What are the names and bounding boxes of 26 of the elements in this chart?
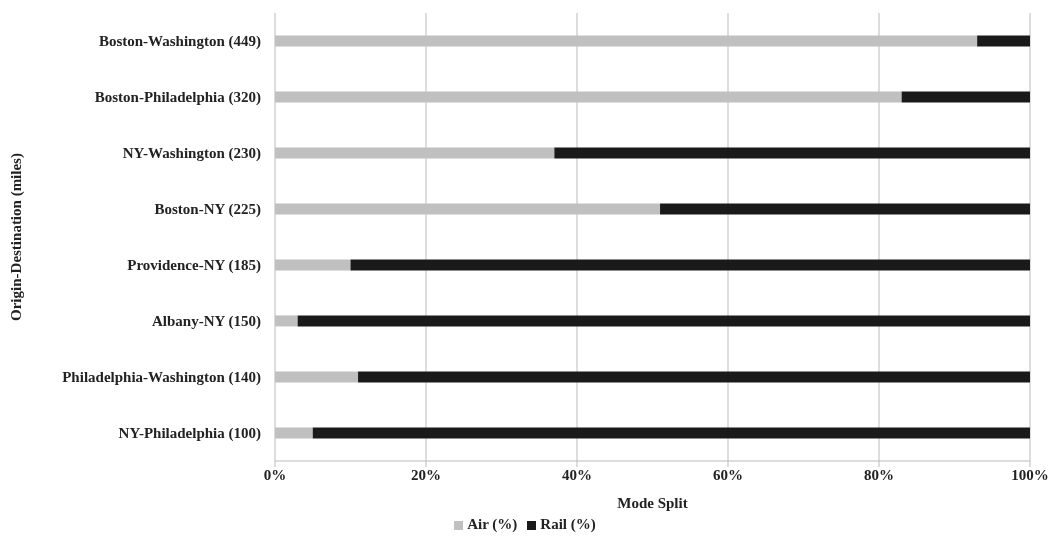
y-tick-label: Boston-NY (225) (154, 201, 261, 219)
bar (297, 315, 1030, 327)
x-tick-label: 60% (713, 466, 743, 483)
x-tick-label: 0% (263, 466, 287, 483)
x-axis-title: Mode Split (617, 495, 688, 511)
bar (350, 259, 1030, 271)
x-tick-label: 100% (1011, 466, 1049, 483)
y-tick-label: Boston-Washington (449) (98, 33, 261, 51)
bar (977, 35, 1030, 47)
y-tick-label: NY-Philadelphia (100) (118, 425, 261, 443)
x-tick-label: 40% (562, 466, 592, 483)
y-axis-title: Origin-Destination (miles) (8, 153, 26, 321)
legend-label: Rail (%) (540, 516, 596, 532)
x-tick-label: 20% (411, 466, 441, 483)
x-tick-label: 80% (864, 466, 894, 483)
y-tick-label: Philadelphia-Washington (140) (62, 369, 261, 387)
bar (660, 203, 1030, 215)
y-tick-label: Albany-NY (150) (151, 313, 261, 331)
y-tick-label: NY-Washington (230) (122, 145, 261, 163)
bar (901, 91, 1030, 103)
bar (312, 427, 1030, 439)
bar (554, 147, 1030, 159)
legend-label: Air (%) (467, 516, 518, 532)
bar (358, 371, 1030, 383)
y-tick-label: Boston-Philadelphia (320) (94, 89, 261, 107)
y-tick-label: Providence-NY (185) (127, 257, 261, 275)
